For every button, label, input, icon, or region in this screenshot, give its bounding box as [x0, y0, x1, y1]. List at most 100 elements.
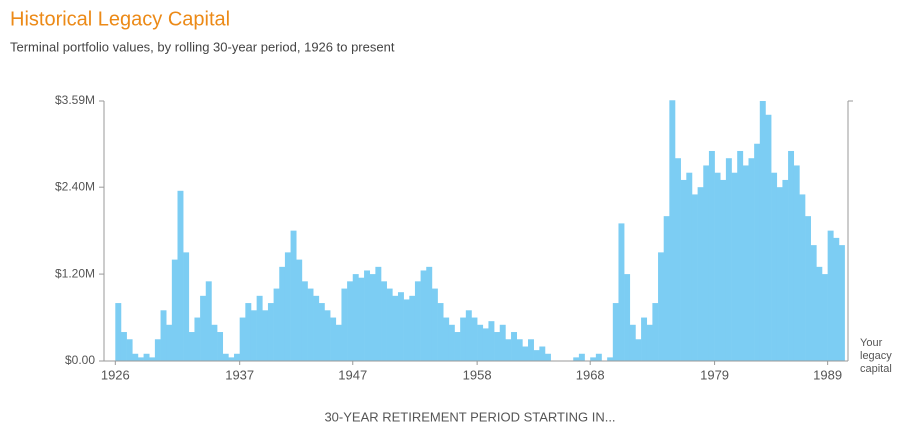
- bar: [307, 288, 314, 361]
- bar: [488, 321, 495, 361]
- bar: [641, 317, 648, 361]
- bar: [629, 324, 636, 361]
- bar: [714, 172, 721, 361]
- bar: [697, 187, 704, 361]
- bar: [313, 295, 320, 361]
- bar: [737, 150, 744, 361]
- bar: [635, 339, 642, 361]
- y2-axis-label: Your legacy capital: [860, 337, 892, 375]
- bar: [494, 332, 501, 361]
- bar: [160, 310, 167, 361]
- bar: [482, 328, 489, 361]
- bar: [177, 190, 184, 361]
- bar: [205, 281, 212, 361]
- bar: [132, 353, 139, 361]
- bar: [776, 187, 783, 361]
- bar: [793, 165, 800, 361]
- bar: [590, 357, 597, 361]
- bar: [505, 339, 512, 361]
- bar: [273, 288, 280, 361]
- bar: [358, 277, 365, 361]
- y-tick-label: $0.00: [65, 353, 95, 367]
- bar: [810, 245, 817, 361]
- bar: [386, 288, 393, 361]
- bar: [759, 101, 766, 361]
- bar: [120, 332, 127, 361]
- bar: [652, 303, 659, 361]
- bar: [805, 216, 811, 361]
- bar: [675, 158, 681, 361]
- bar: [437, 303, 444, 361]
- bar: [607, 357, 614, 361]
- bar: [245, 303, 252, 361]
- bar: [330, 317, 337, 361]
- bar: [426, 266, 433, 361]
- bar: [708, 150, 715, 361]
- bar: [347, 281, 354, 361]
- bar: [742, 165, 749, 361]
- bar: [703, 165, 710, 361]
- chart-subtitle: Terminal portfolio values, by rolling 30…: [10, 39, 395, 54]
- bar: [821, 274, 828, 361]
- bar: [222, 353, 229, 361]
- bar: [211, 324, 218, 361]
- bar: [420, 270, 427, 361]
- bar: [392, 295, 399, 361]
- bar: [403, 299, 410, 361]
- bar: [369, 274, 376, 361]
- bar: [691, 194, 698, 361]
- bar: [658, 252, 664, 361]
- bar: [788, 150, 795, 361]
- x-tick-label: 1926: [101, 367, 130, 382]
- bar: [126, 339, 133, 361]
- bar: [827, 230, 834, 361]
- bar: [528, 339, 534, 361]
- axes: $0.00 $1.20M $2.40M $3.59M 1926 1937 1947 1958 1…: [55, 93, 892, 382]
- bar: [324, 310, 331, 361]
- bar: [544, 353, 551, 361]
- bar: [154, 339, 161, 361]
- x-tick-label: 1958: [463, 367, 492, 382]
- bar: [217, 332, 224, 361]
- bar: [595, 353, 602, 361]
- bar: [318, 303, 325, 361]
- bar: [443, 317, 450, 361]
- bar: [624, 274, 631, 361]
- bar: [731, 172, 738, 361]
- bar: [816, 266, 823, 361]
- bar: [725, 158, 732, 361]
- bar: [720, 179, 727, 361]
- bar: [267, 303, 274, 361]
- bar: [612, 303, 619, 361]
- bar: [799, 194, 806, 361]
- bar: [296, 259, 303, 361]
- bar: [511, 332, 518, 361]
- bar: [149, 357, 156, 361]
- bar: [166, 324, 173, 361]
- bar: [686, 172, 693, 361]
- bar: [522, 346, 529, 361]
- bar: [397, 292, 404, 361]
- bar: [171, 259, 178, 361]
- bar: [375, 266, 382, 361]
- bar: [364, 270, 371, 361]
- bar: [279, 266, 286, 361]
- bar: [748, 158, 755, 361]
- x-tick-label: 1989: [813, 367, 842, 382]
- bar: [578, 353, 585, 361]
- bar: [754, 143, 761, 361]
- chart-title: Historical Legacy Capital: [10, 8, 230, 30]
- x-tick-label: 1979: [700, 367, 729, 382]
- bar: [838, 245, 845, 361]
- bar: [335, 324, 342, 361]
- y-tick-label: $2.40M: [55, 179, 95, 193]
- y-tick-label: $3.59M: [55, 93, 95, 107]
- bar: [765, 114, 772, 362]
- bar: [188, 332, 195, 361]
- bar: [341, 288, 348, 361]
- bar: [290, 230, 297, 361]
- bar: [239, 317, 246, 361]
- x-tick-label: 1937: [225, 367, 254, 382]
- y-tick-label: $1.20M: [55, 266, 95, 280]
